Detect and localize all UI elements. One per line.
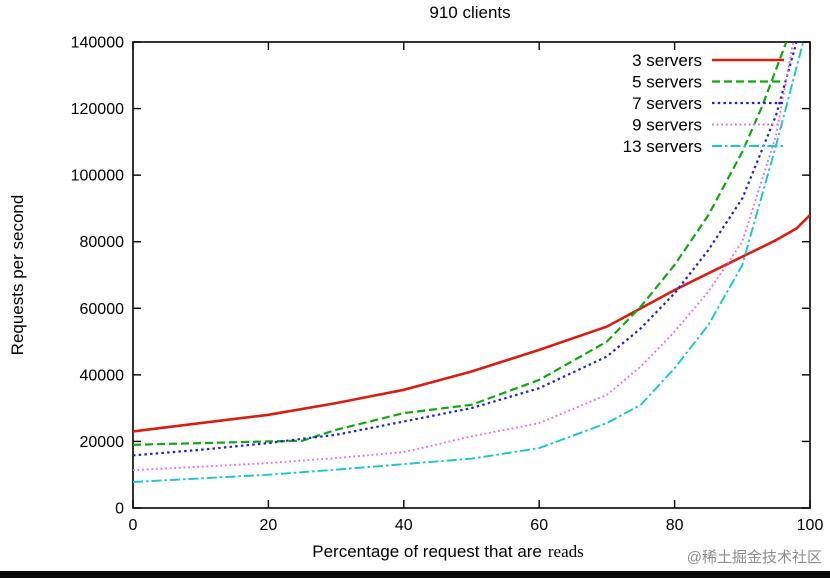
- watermark: @稀土掘金技术社区: [686, 549, 822, 566]
- series-5-servers: [133, 42, 788, 446]
- x-axis-label: Percentage of request that are reads: [312, 542, 584, 562]
- x-axis-label-main: Percentage of request that are: [312, 542, 542, 561]
- legend-label: 3 servers: [632, 51, 702, 70]
- legend-entry-7-servers: 7 servers: [632, 94, 784, 113]
- y-tick-label: 100000: [71, 168, 124, 185]
- y-axis-label: Requests per second: [8, 194, 27, 356]
- series-13-servers: [133, 42, 805, 483]
- x-tick-label: 40: [395, 517, 413, 534]
- legend-entry-3-servers: 3 servers: [632, 51, 784, 70]
- x-tick-label: 0: [129, 517, 138, 534]
- y-tick-label: 40000: [80, 367, 125, 384]
- y-tick-label: 80000: [80, 234, 125, 251]
- legend-label: 9 servers: [632, 116, 702, 135]
- x-tick-label: 100: [797, 517, 824, 534]
- y-tick-label: 60000: [80, 301, 125, 318]
- y-tick-label: 0: [115, 501, 124, 518]
- legend: 3 servers 5 servers 7 servers 9 servers 13 s…: [623, 51, 784, 156]
- series-9-servers: [133, 42, 795, 472]
- legend-entry-9-servers: 9 servers: [632, 116, 784, 135]
- x-axis-label-emph: reads: [547, 542, 584, 561]
- x-tick-label: 20: [260, 517, 278, 534]
- series-3-servers: [133, 214, 810, 433]
- plot-frame: [132, 41, 811, 509]
- x-tick-label: 60: [530, 517, 548, 534]
- legend-entry-13-servers: 13 servers: [623, 137, 784, 156]
- legend-label: 13 servers: [623, 137, 702, 156]
- legend-entry-5-servers: 5 servers: [632, 73, 784, 92]
- series-7-servers: [133, 42, 798, 457]
- legend-label: 5 servers: [632, 73, 702, 92]
- bottom-bar: [0, 571, 830, 578]
- x-tick-label: 80: [666, 517, 684, 534]
- legend-label: 7 servers: [632, 94, 702, 113]
- y-tick-label: 140000: [71, 35, 124, 52]
- y-tick-label: 120000: [71, 101, 124, 118]
- y-tick-label: 20000: [80, 434, 125, 451]
- chart-title: 910 clients: [429, 3, 511, 22]
